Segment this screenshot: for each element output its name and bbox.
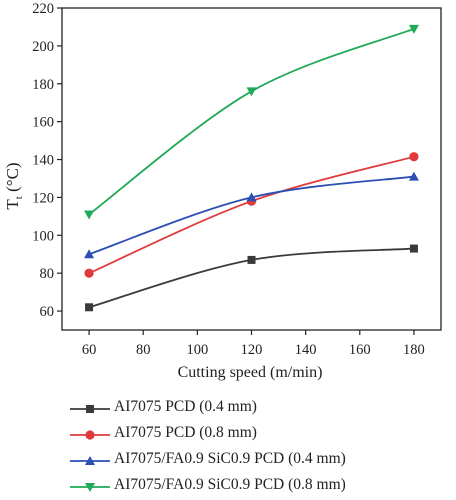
y-tick-label: 200 bbox=[32, 39, 54, 55]
legend-swatch-marker bbox=[85, 430, 95, 440]
data-point bbox=[408, 24, 419, 34]
data-point bbox=[409, 244, 418, 253]
x-tick-label: 100 bbox=[186, 342, 208, 358]
data-point bbox=[84, 249, 95, 259]
data-point bbox=[246, 87, 257, 97]
data-point bbox=[84, 210, 95, 220]
y-tick-label: 220 bbox=[32, 1, 54, 17]
y-tick-label: 180 bbox=[32, 77, 54, 93]
y-tick-label: 140 bbox=[32, 153, 54, 169]
data-point bbox=[84, 268, 94, 278]
legend-item: AI7075/FA0.9 SiC0.9 PCD (0.8 mm) bbox=[68, 474, 448, 500]
legend-label: AI7075/FA0.9 SiC0.9 PCD (0.4 mm) bbox=[114, 450, 346, 467]
x-tick-label: 180 bbox=[403, 342, 425, 358]
legend-label: AI7075/FA0.9 SiC0.9 PCD (0.8 mm) bbox=[114, 476, 346, 493]
data-point bbox=[409, 152, 419, 162]
legend-swatch-marker bbox=[86, 405, 94, 413]
legend-item: AI7075 PCD (0.8 mm) bbox=[68, 422, 448, 448]
data-point bbox=[246, 192, 257, 202]
y-axis-label: Tt (°C) bbox=[3, 162, 25, 209]
series-3 bbox=[84, 171, 419, 259]
legend-swatch-marker bbox=[85, 456, 95, 465]
y-axis-label-base: T bbox=[3, 199, 22, 210]
legend: AI7075 PCD (0.4 mm) AI7075 PCD (0.8 mm) AI… bbox=[68, 396, 448, 500]
legend-swatch bbox=[70, 456, 110, 465]
legend-swatch bbox=[70, 430, 110, 440]
y-tick-label: 60 bbox=[40, 304, 55, 320]
legend-label: AI7075 PCD (0.4 mm) bbox=[114, 398, 257, 415]
axis-labels: Tt (°C) Cutting speed (m/min) bbox=[3, 162, 322, 381]
data-point bbox=[408, 171, 419, 181]
x-tick-label: 140 bbox=[295, 342, 317, 358]
y-tick-label: 100 bbox=[32, 228, 54, 244]
data-point bbox=[247, 255, 256, 264]
legend-label: AI7075 PCD (0.8 mm) bbox=[114, 424, 257, 441]
legend-swatch bbox=[70, 405, 110, 413]
x-tick-label: 160 bbox=[349, 342, 371, 358]
y-axis-label-sub: t bbox=[13, 196, 25, 199]
y-tick-label: 160 bbox=[32, 115, 54, 131]
axes: 60 80 100 120 140 160 180 200 220 60 80 100 120 140 16… bbox=[32, 1, 442, 358]
y-axis-label-unit: (°C) bbox=[3, 162, 22, 196]
series-1 bbox=[85, 244, 418, 312]
legend-swatch bbox=[70, 483, 110, 492]
series-line bbox=[88, 27, 415, 216]
legend-item: AI7075 PCD (0.4 mm) bbox=[68, 396, 448, 422]
legend-swatch-marker bbox=[85, 483, 95, 492]
plot-area bbox=[84, 24, 419, 312]
plot-frame bbox=[61, 7, 442, 331]
x-tick-label: 80 bbox=[136, 342, 151, 358]
series-line bbox=[88, 175, 415, 256]
y-tick-label: 120 bbox=[32, 190, 54, 206]
x-axis-label: Cutting speed (m/min) bbox=[178, 364, 323, 381]
series-4 bbox=[84, 24, 419, 220]
legend-item: AI7075/FA0.9 SiC0.9 PCD (0.4 mm) bbox=[68, 448, 448, 474]
data-point bbox=[85, 303, 94, 312]
x-tick-label: 60 bbox=[82, 342, 97, 358]
x-tick-label: 120 bbox=[241, 342, 263, 358]
y-tick-label: 80 bbox=[40, 266, 55, 282]
